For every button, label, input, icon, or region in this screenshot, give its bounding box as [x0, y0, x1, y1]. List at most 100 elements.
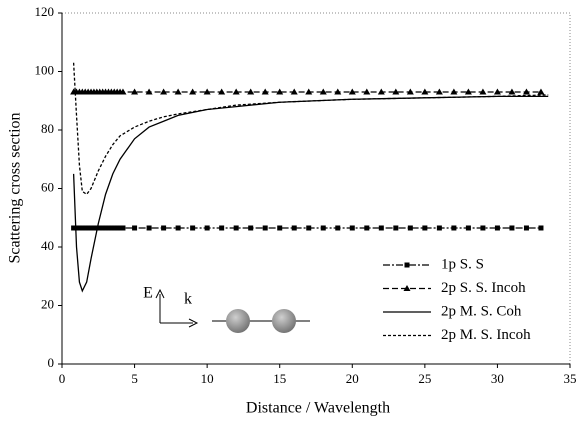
x-tick-label: 25 [418, 371, 431, 386]
marker [276, 88, 284, 95]
marker [76, 225, 82, 231]
marker [319, 88, 327, 95]
marker [132, 225, 138, 231]
annotation: k [184, 291, 192, 308]
marker [393, 225, 399, 231]
marker [348, 88, 356, 95]
y-tick-label: 40 [41, 238, 54, 253]
marker [392, 88, 400, 95]
marker [537, 88, 545, 95]
marker [190, 225, 196, 231]
marker [79, 225, 85, 231]
marker [105, 225, 111, 231]
x-axis-label: Distance / Wavelength [246, 400, 390, 417]
marker [480, 225, 486, 231]
marker [277, 225, 283, 231]
marker [291, 225, 297, 231]
marker [364, 225, 370, 231]
schematic: E k [143, 285, 310, 333]
marker [232, 88, 240, 95]
marker [305, 88, 313, 95]
marker [334, 88, 342, 95]
y-axis-label: Scattering cross section [7, 112, 24, 263]
legend-label: 1p S. S [441, 256, 484, 272]
marker [407, 225, 413, 231]
annotation: E [143, 285, 153, 302]
marker [406, 88, 414, 95]
marker [82, 225, 88, 231]
marker [114, 225, 120, 231]
y-tick-label: 20 [41, 296, 54, 311]
legend-label: 2p S. S. Incoh [441, 280, 526, 296]
marker [465, 225, 471, 231]
marker [248, 225, 254, 231]
y-tick-label: 0 [48, 355, 55, 370]
marker [218, 88, 226, 95]
marker [161, 225, 167, 231]
marker [450, 88, 458, 95]
marker [363, 88, 371, 95]
marker [111, 225, 117, 231]
x-tick-label: 5 [131, 371, 138, 386]
marker [320, 225, 326, 231]
marker [203, 88, 211, 95]
marker [91, 225, 97, 231]
marker [335, 225, 341, 231]
marker [349, 225, 355, 231]
marker [435, 88, 443, 95]
y-tick-label: 60 [41, 179, 54, 194]
marker [509, 225, 515, 231]
marker [479, 88, 487, 95]
marker [377, 88, 385, 95]
marker [100, 225, 106, 231]
marker [464, 88, 472, 95]
x-tick-label: 20 [346, 371, 359, 386]
marker [378, 225, 384, 231]
y-tick-label: 100 [35, 62, 55, 77]
x-tick-label: 10 [201, 371, 214, 386]
legend-marker [403, 285, 411, 291]
marker [262, 225, 268, 231]
marker [538, 225, 544, 231]
legend-label: 2p M. S. Coh [441, 303, 522, 319]
x-tick-label: 0 [59, 371, 66, 386]
marker [85, 225, 91, 231]
marker [189, 88, 197, 95]
marker [103, 225, 109, 231]
marker [290, 88, 298, 95]
marker [74, 225, 80, 231]
marker [120, 225, 126, 231]
marker [494, 225, 500, 231]
marker [204, 225, 210, 231]
marker [493, 88, 501, 95]
arrow-head [188, 318, 199, 328]
marker [146, 225, 152, 231]
legend-marker [404, 262, 410, 268]
x-tick-label: 35 [564, 371, 576, 386]
marker [508, 88, 516, 95]
marker [88, 225, 94, 231]
marker [119, 88, 127, 95]
marker [233, 225, 239, 231]
marker [219, 225, 225, 231]
marker [117, 225, 123, 231]
marker [160, 88, 168, 95]
marker [523, 225, 529, 231]
marker [97, 225, 103, 231]
arrow-head [155, 288, 165, 299]
marker [71, 225, 77, 231]
marker [306, 225, 312, 231]
marker [175, 225, 181, 231]
marker [174, 88, 182, 95]
x-tick-label: 30 [491, 371, 504, 386]
series-line [72, 62, 549, 196]
marker [451, 225, 457, 231]
legend-label: 2p M. S. Incoh [441, 327, 531, 343]
marker [422, 225, 428, 231]
marker [421, 88, 429, 95]
marker [436, 225, 442, 231]
marker [261, 88, 269, 95]
marker [522, 88, 530, 95]
y-tick-label: 80 [41, 121, 54, 136]
